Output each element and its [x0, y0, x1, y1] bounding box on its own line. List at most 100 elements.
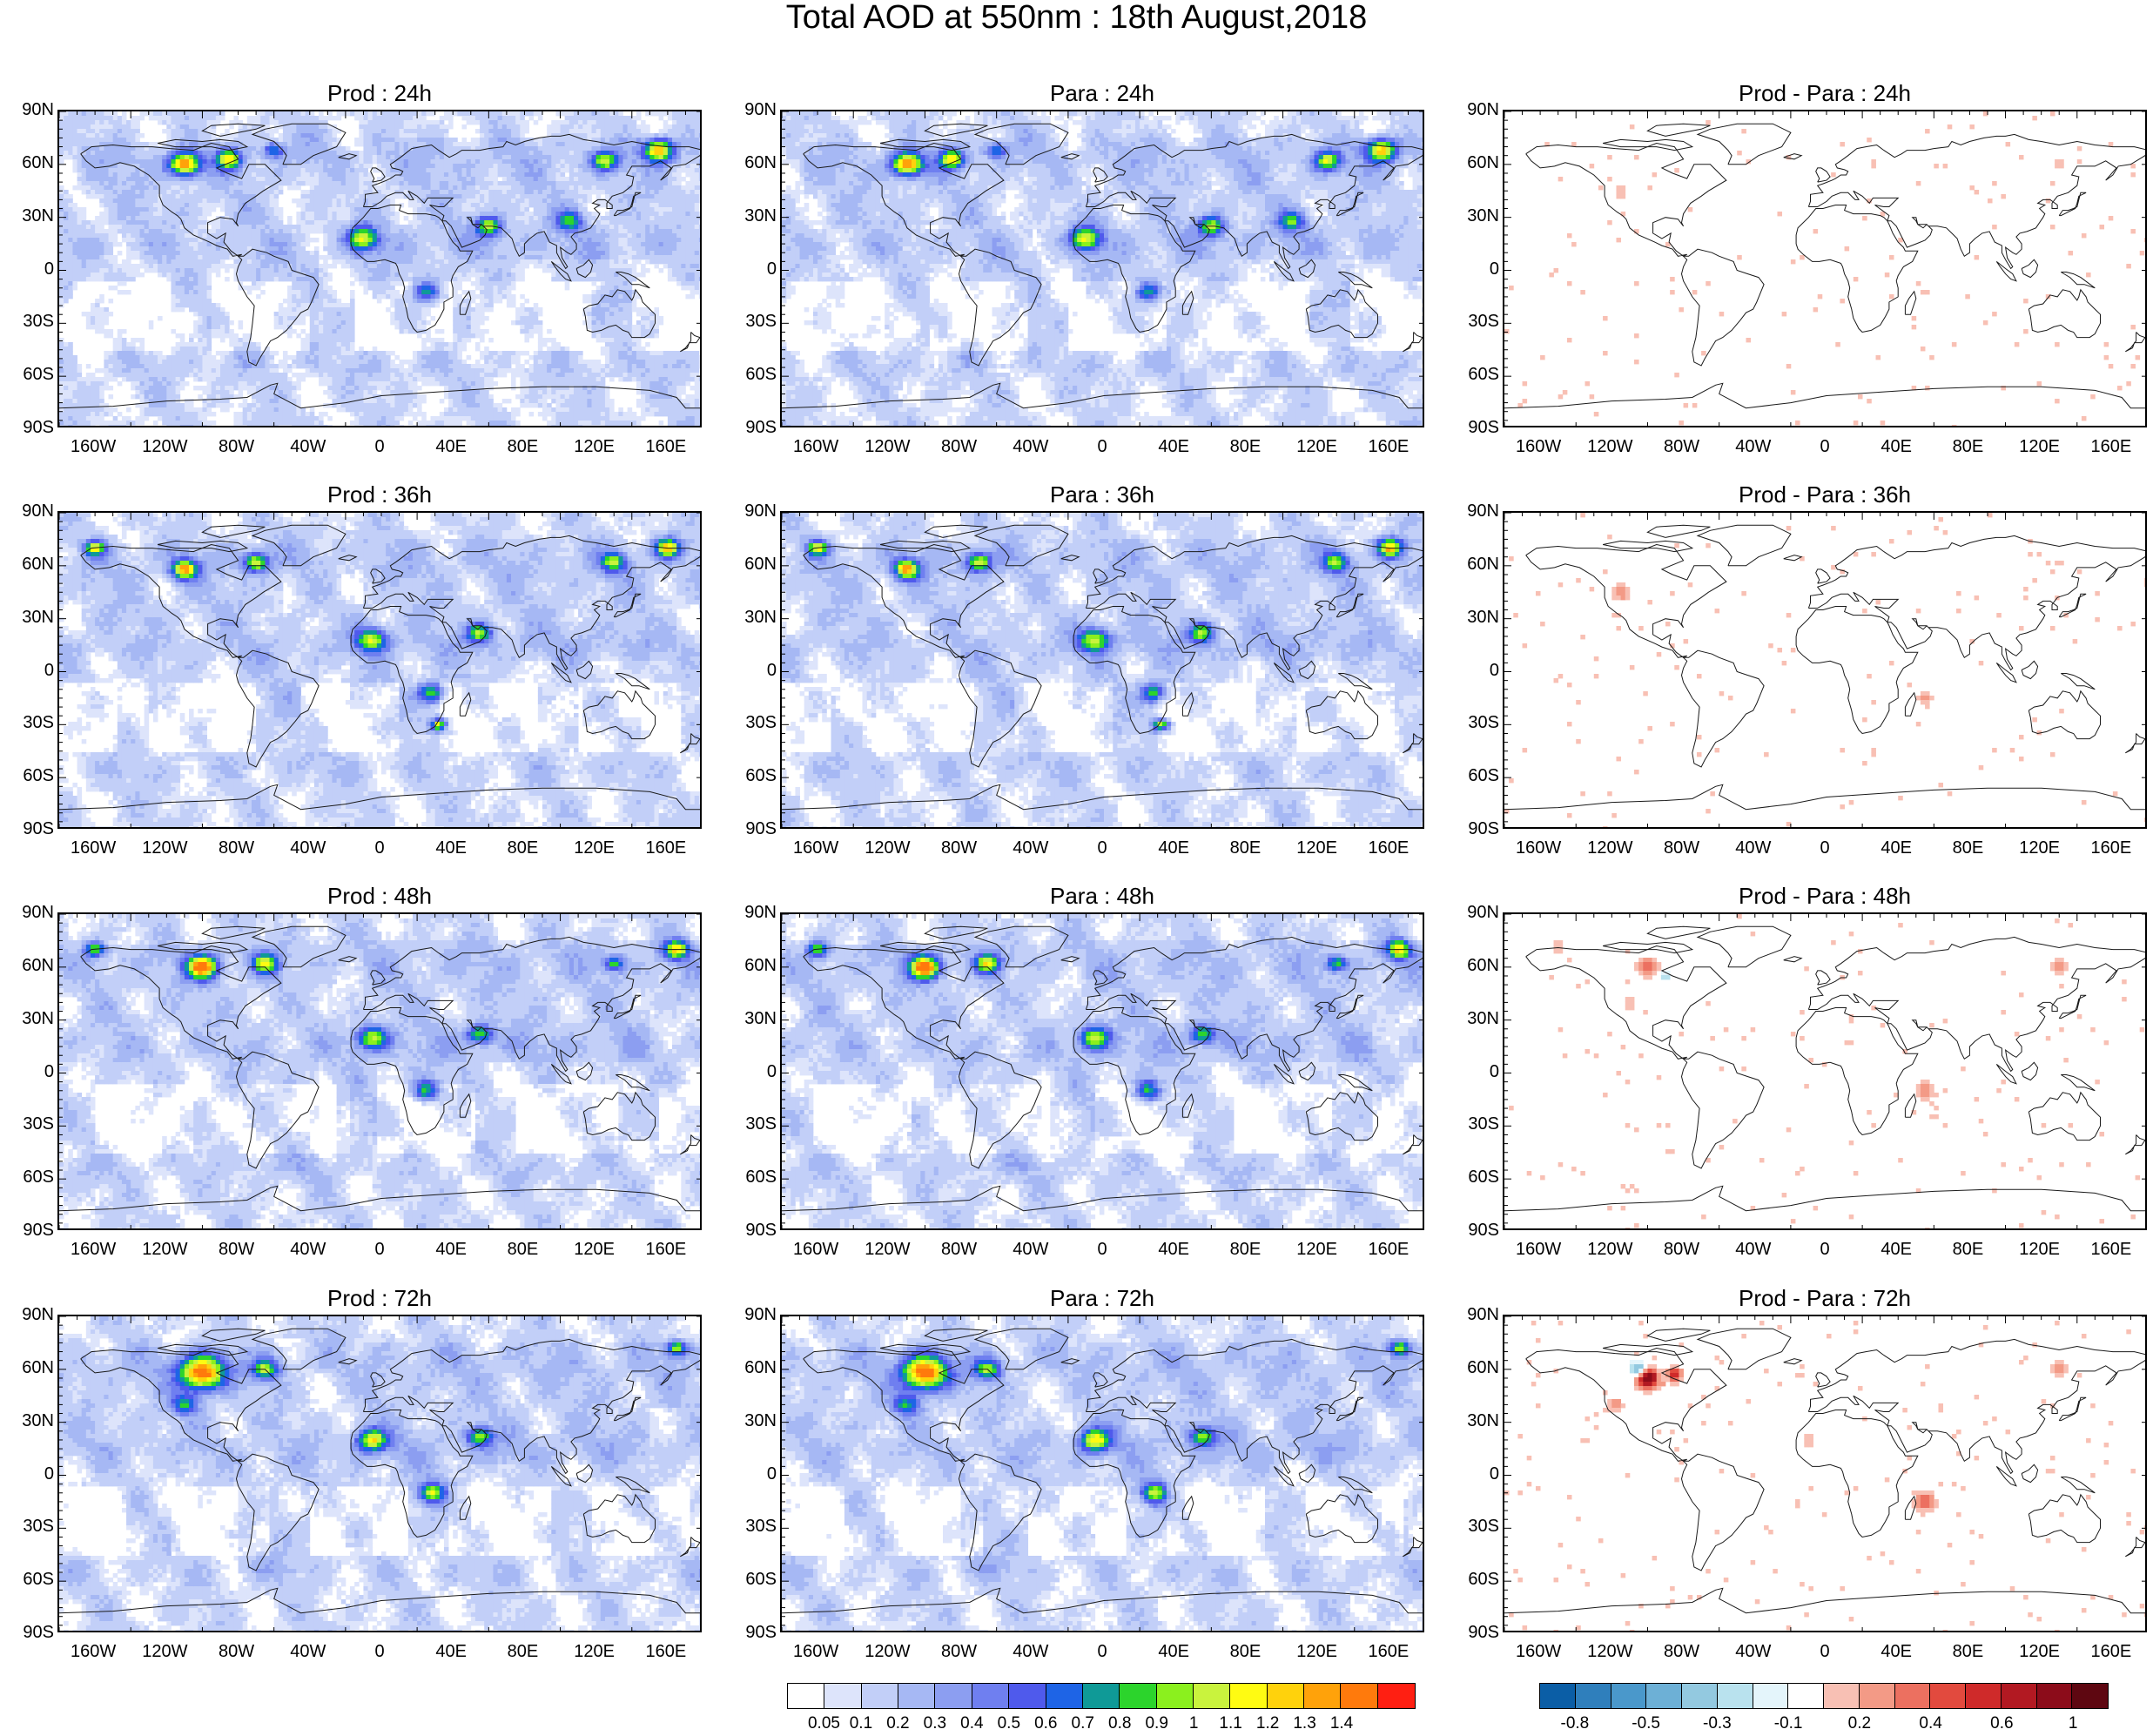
coastline-path	[1647, 525, 1710, 537]
latitude-tick-label: 0	[724, 260, 777, 278]
latitude-tick-label: 90N	[2, 502, 54, 520]
latitude-tick-label: 30N	[1447, 609, 1499, 626]
colorbar-swatch	[1824, 1684, 1860, 1708]
longitude-tick-label: 120W	[130, 1241, 199, 1258]
longitude-tick-label: 0	[345, 1241, 414, 1258]
panel-title: Prod : 48h	[57, 883, 702, 909]
map-frame	[780, 912, 1424, 1230]
coastline-path	[1784, 1359, 1802, 1364]
coastline-path	[1526, 1349, 1726, 1462]
latitude-tick-label: 90S	[1447, 1221, 1499, 1239]
map-panel: Prod - Para : 24h	[1503, 80, 2147, 424]
longitude-tick-label: 160W	[58, 839, 128, 857]
coastline-path	[2061, 1477, 2095, 1493]
difference-field	[1504, 1321, 2147, 1632]
longitude-tick-label: 160E	[631, 438, 701, 455]
longitude-tick-label: 160W	[58, 1241, 128, 1258]
latitude-tick-label: 60N	[2, 1359, 54, 1376]
longitude-tick-label: 160W	[781, 1643, 851, 1660]
longitude-tick-label: 80W	[1647, 839, 1717, 857]
longitude-tick-label: 80W	[202, 1643, 272, 1660]
colorbar-swatch	[824, 1684, 861, 1708]
longitude-tick-label: 120E	[1282, 1643, 1352, 1660]
difference-colorbar-label: -0.3	[1691, 1715, 1743, 1733]
longitude-tick-label: 120W	[1575, 438, 1645, 455]
longitude-tick-label: 80W	[202, 1241, 272, 1258]
latitude-tick-label: 30S	[1447, 313, 1499, 330]
longitude-tick-label: 160W	[1504, 1241, 1573, 1258]
longitude-tick-label: 120E	[560, 438, 629, 455]
colorbar-swatch	[1930, 1684, 1966, 1708]
difference-colorbar	[1539, 1683, 2109, 1709]
coastline-path	[1996, 663, 2016, 682]
map-frame	[57, 511, 702, 829]
coastline-path	[1504, 784, 2147, 809]
longitude-tick-label: 120E	[2005, 1643, 2075, 1660]
map-panel: Prod - Para : 48h	[1503, 883, 2147, 1227]
longitude-tick-label: 80E	[1210, 438, 1280, 455]
aod-field	[59, 1316, 702, 1632]
latitude-tick-label: 60S	[1447, 1168, 1499, 1186]
coastline-path	[1996, 1064, 2016, 1083]
longitude-tick-label: 0	[1790, 438, 1860, 455]
longitude-tick-label: 40W	[273, 839, 343, 857]
difference-colorbar-label: 0.4	[1905, 1715, 1957, 1733]
coastline-path	[1504, 1588, 2147, 1612]
longitude-tick-label: 80W	[925, 438, 994, 455]
latitude-tick-label: 90N	[1447, 904, 1499, 921]
colorbar-swatch	[935, 1684, 972, 1708]
colorbar-swatch	[1540, 1684, 1576, 1708]
colorbar-swatch	[1046, 1684, 1083, 1708]
map-frame	[1503, 912, 2147, 1230]
latitude-tick-label: 30N	[724, 207, 777, 225]
latitude-tick-label: 60S	[724, 366, 777, 383]
latitude-tick-label: 90N	[2, 904, 54, 921]
latitude-tick-label: 30N	[2, 207, 54, 225]
latitude-tick-label: 90N	[724, 1306, 777, 1323]
latitude-tick-label: 30N	[2, 1010, 54, 1027]
coastline-path	[2059, 995, 2086, 1018]
coastline-path	[2022, 259, 2038, 277]
coastline-path	[2061, 674, 2095, 690]
map-svg	[782, 914, 1424, 1230]
longitude-tick-label: 160W	[58, 438, 128, 455]
latitude-tick-label: 60S	[1447, 767, 1499, 784]
coastline-path	[1905, 292, 1915, 314]
longitude-tick-label: 80W	[925, 1241, 994, 1258]
latitude-tick-label: 0	[724, 1063, 777, 1080]
map-panel: Prod : 72h	[57, 1285, 702, 1629]
colorbar-swatch	[2072, 1684, 2108, 1708]
longitude-tick-label: 120E	[1282, 1241, 1352, 1258]
longitude-tick-label: 80W	[925, 839, 994, 857]
longitude-tick-label: 40E	[1139, 839, 1208, 857]
latitude-tick-label: 60N	[1447, 555, 1499, 573]
longitude-tick-label: 80E	[488, 839, 557, 857]
map-panel: Para : 24h	[780, 80, 1424, 424]
coastline-path	[1682, 249, 1765, 366]
colorbar-swatch	[1268, 1684, 1304, 1708]
longitude-tick-label: 120W	[130, 839, 199, 857]
latitude-tick-label: 90S	[1447, 1624, 1499, 1641]
map-panel: Para : 36h	[780, 481, 1424, 825]
longitude-tick-label: 80E	[1933, 839, 2002, 857]
aod-field	[782, 513, 1424, 829]
colorbar-swatch	[1753, 1684, 1789, 1708]
latitude-tick-label: 60N	[724, 154, 777, 172]
longitude-tick-label: 0	[1790, 1643, 1860, 1660]
coastline-path	[1996, 261, 2016, 280]
latitude-tick-label: 60S	[2, 1571, 54, 1588]
map-frame	[1503, 511, 2147, 829]
longitude-tick-label: 40W	[996, 1241, 1066, 1258]
latitude-tick-label: 60S	[1447, 1571, 1499, 1588]
map-svg	[59, 914, 702, 1230]
longitude-tick-label: 80W	[1647, 438, 1717, 455]
colorbar-swatch	[2002, 1684, 2037, 1708]
longitude-tick-label: 120E	[1282, 438, 1352, 455]
latitude-tick-label: 30S	[2, 313, 54, 330]
latitude-tick-label: 60N	[1447, 957, 1499, 974]
latitude-tick-label: 90N	[1447, 1306, 1499, 1323]
colorbar-swatch	[1009, 1684, 1046, 1708]
axis-ticks	[1504, 914, 2147, 1230]
colorbar-swatch	[1304, 1684, 1341, 1708]
latitude-tick-label: 30S	[1447, 1115, 1499, 1133]
